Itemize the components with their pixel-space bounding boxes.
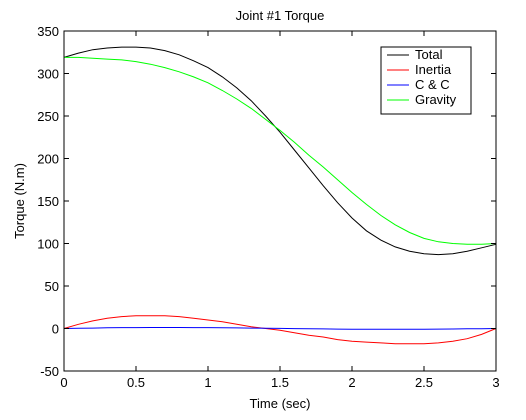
series-line-inertia	[63, 315, 497, 345]
x-axis: 0 0.5 1 1.5 2 2.5 3	[60, 31, 500, 390]
legend-label: C & C	[415, 77, 450, 92]
legend-item: Inertia	[387, 62, 452, 77]
x-tick-label: 3	[492, 375, 499, 390]
legend-item: C & C	[387, 77, 450, 92]
y-tick-label: 250	[37, 109, 59, 124]
x-tick-label: 0	[60, 375, 67, 390]
y-tick-label: -50	[40, 364, 59, 379]
y-axis: -50 0 50 100 150 200 250 300 350	[37, 24, 496, 379]
x-tick-label: 1	[204, 375, 211, 390]
series-layer	[63, 46, 497, 345]
y-tick-label: 350	[37, 24, 59, 39]
y-tick-label: 200	[37, 152, 59, 167]
series-line-total	[63, 46, 497, 256]
x-tick-label: 2	[348, 375, 355, 390]
y-tick-label: 150	[37, 194, 59, 209]
y-axis-label: Torque (N.m)	[12, 163, 27, 239]
legend-label: Total	[415, 47, 443, 62]
y-tick-label: 100	[37, 237, 59, 252]
x-tick-label: 0.5	[127, 375, 145, 390]
x-axis-label: Time (sec)	[250, 396, 311, 411]
x-tick-label: 1.5	[271, 375, 289, 390]
legend-label: Gravity	[415, 92, 457, 107]
series-line-c-c	[63, 327, 497, 330]
legend-item: Total	[387, 47, 443, 62]
legend-label: Inertia	[415, 62, 452, 77]
chart-title: Joint #1 Torque	[236, 8, 325, 23]
y-tick-label: 50	[45, 279, 59, 294]
y-tick-label: 0	[52, 322, 59, 337]
series-line-gravity	[64, 56, 497, 245]
y-tick-label: 300	[37, 67, 59, 82]
legend-item: Gravity	[387, 92, 457, 107]
legend-box	[380, 46, 472, 115]
x-tick-label: 2.5	[415, 375, 433, 390]
